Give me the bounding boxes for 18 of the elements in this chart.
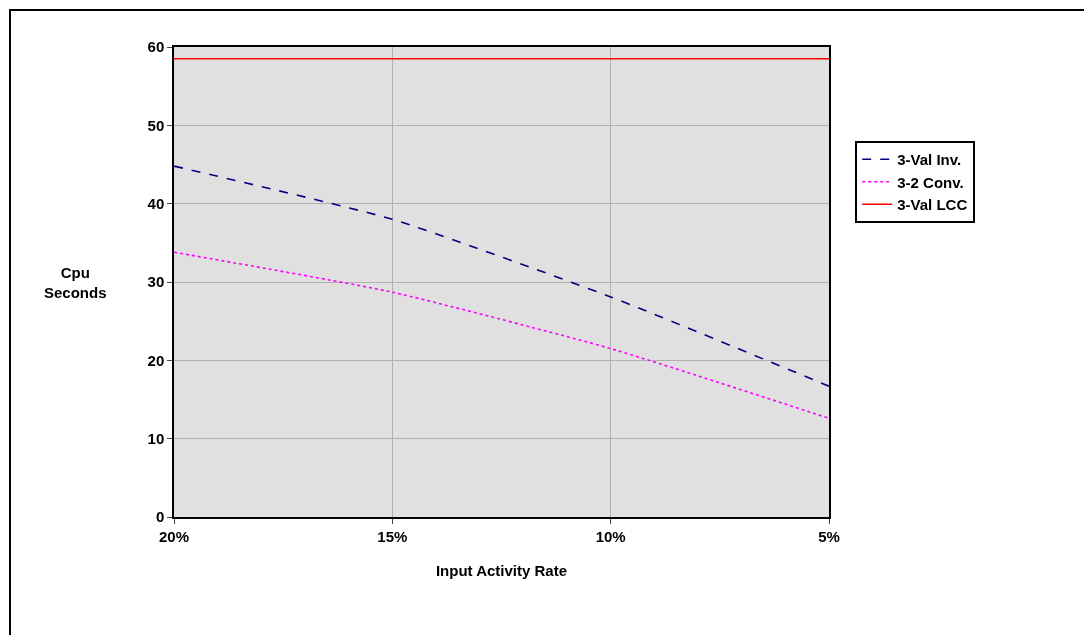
y-axis-title: Cpu Seconds <box>44 264 107 301</box>
y-tick-label: 20 <box>147 351 165 369</box>
legend-label: 3-2 Conv. <box>897 173 964 191</box>
y-tick-label: 30 <box>147 273 165 291</box>
x-axis-title: Input Activity Rate <box>435 562 568 580</box>
y-tick-label: 0 <box>155 508 165 526</box>
legend-label: 3-Val Inv. <box>897 151 962 169</box>
x-tick-label: 15% <box>377 527 408 545</box>
line-series <box>174 251 829 420</box>
legend-label: 3-Val LCC <box>897 196 968 214</box>
x-tick-label: 5% <box>818 527 840 545</box>
y-tick-label: 50 <box>147 116 165 134</box>
x-tick-label: 10% <box>595 527 626 545</box>
y-tick-label: 40 <box>147 194 165 212</box>
line-series <box>174 165 829 387</box>
x-tick-label: 20% <box>158 527 190 545</box>
y-tick-label: 10 <box>147 429 165 447</box>
y-tick-label: 60 <box>147 38 165 56</box>
